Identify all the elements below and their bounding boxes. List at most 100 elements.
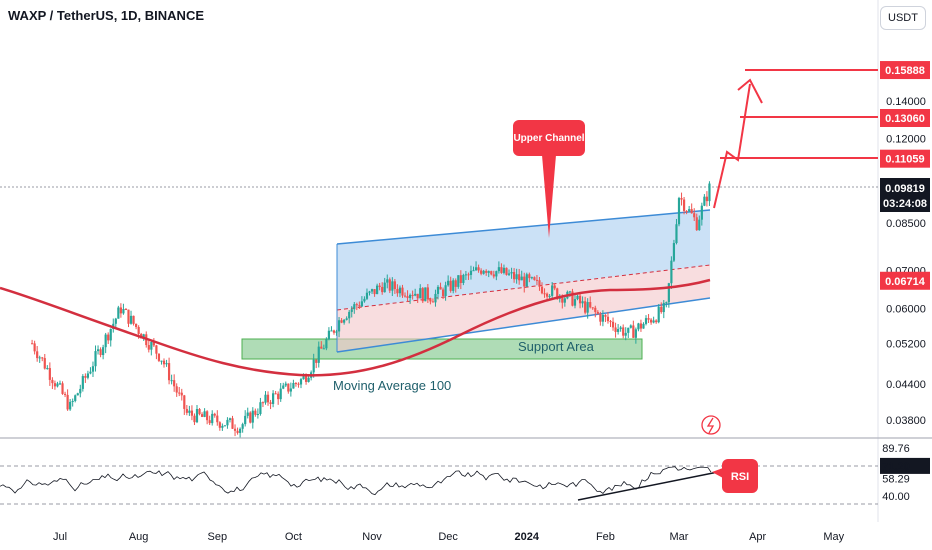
upper-channel-label: Upper Channel [513,133,584,144]
candle-body [117,307,120,319]
candle-body [41,357,44,359]
candle-body [162,360,166,365]
candle-body [502,267,506,273]
candle-body [637,323,640,330]
price-tag-label: 0.06714 [885,276,926,288]
candle-body [216,415,219,423]
candle-body [672,243,676,261]
candle-body [573,299,577,306]
candle-body [373,289,376,295]
candle-body [452,280,455,291]
price-axis: 0.140000.120000.085000.070000.060000.052… [886,96,926,427]
candle-body [135,323,138,328]
candle-body [644,318,648,324]
candle-body [274,393,277,395]
lightning-icon[interactable] [701,415,721,435]
time-axis: Jul Aug Sep Oct Nov Dec 2024 Feb Mar Apr May [53,531,845,543]
candle-body [277,393,280,400]
price-tick-label: 0.04400 [886,379,926,391]
candle-body [345,318,348,320]
candle-body [685,210,688,212]
candle-body [482,270,485,274]
candle-body [343,319,346,323]
candle-body [533,277,536,280]
candle-body [622,327,625,336]
candle-body [408,294,412,299]
candle-body [124,309,128,311]
candle-body [614,327,617,332]
candle-body [69,401,72,410]
candle-body [241,424,244,429]
candle-body [251,410,254,423]
candle-body [599,313,602,322]
candle-body [660,306,663,313]
candle-body [576,295,579,300]
candle-body [698,219,701,231]
candle-body [693,213,696,218]
support-area-label: Support Area [518,339,595,354]
candle-body [497,267,500,272]
candle-body [647,318,650,320]
candle-body [218,422,221,428]
candle-body [667,283,670,303]
candle-body [109,328,112,341]
candle-body [426,287,429,300]
candle-body [264,394,267,403]
candle-body [287,383,290,392]
candle-body [259,402,262,414]
candle-body [173,380,176,387]
candle-body [358,305,361,307]
candle-body [540,286,544,294]
candle-body [325,339,328,349]
time-tick-label: Jul [53,531,67,543]
candle-body [596,311,599,314]
time-tick-label: Mar [670,531,689,543]
candle-body [127,309,130,324]
candle-body [91,366,95,372]
candle-body [368,291,371,293]
candle-body [365,292,369,299]
candle-body [383,282,386,293]
candle-body [492,274,495,277]
candle-body [239,428,242,433]
candle-body [589,302,592,308]
candle-body [294,383,298,385]
candle-body [228,418,232,420]
time-tick-label: Dec [438,531,458,543]
candle-body [680,198,683,200]
candle-body [657,306,660,323]
candle-body [332,330,336,333]
candle-body [132,315,135,324]
candle-body [388,279,391,291]
countdown-value: 03:24:08 [883,198,927,210]
candle-body [297,383,300,385]
candle-body [337,320,341,332]
candle-body [71,400,74,402]
candle-body [48,368,51,380]
price-tag-box [880,109,930,128]
candle-body [221,425,224,428]
candle-body [170,380,173,382]
currency-button[interactable]: USDT [880,6,926,30]
candle-body [43,358,46,369]
candle-body [271,393,275,404]
candle-body [376,285,379,295]
moving-average-100-line [0,278,711,377]
chart-title: WAXP / TetherUS, 1D, BINANCE [8,8,204,23]
candle-body [551,285,554,296]
candle-body [601,314,604,322]
candle-body [429,299,432,302]
candle-body [535,279,539,281]
candle-body [99,349,102,356]
candle-body [523,276,526,287]
candle-body [416,293,419,299]
candle-body [584,301,587,313]
candle-body [63,393,67,395]
last-price-value: 0.09819 [885,183,925,195]
price-tick-label: 0.03800 [886,415,926,427]
upper-channel-pointer [542,155,556,238]
candle-body [292,383,295,389]
candle-body [495,271,498,277]
candle-body [690,209,693,214]
